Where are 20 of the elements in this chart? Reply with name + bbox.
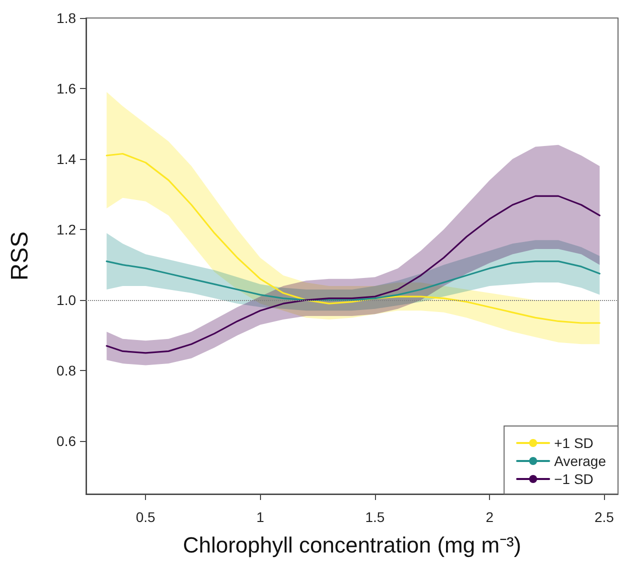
line-series [106, 195, 600, 354]
legend-label: Average [554, 453, 606, 469]
y-tick-label: 1.4 [56, 151, 76, 168]
y-tick-label: 1.8 [56, 10, 76, 26]
x-axis-title: Chlorophyll concentration (mg m⁻³) [182, 532, 522, 558]
y-tick-label: 0.8 [56, 362, 76, 379]
x-tick-label: 2.5 [594, 509, 614, 525]
line-series [106, 152, 600, 324]
y-tick-label: 0.6 [56, 433, 76, 450]
y-tick-label: 1.6 [56, 80, 76, 97]
y-axis-title: RSS [6, 231, 34, 281]
x-tick-label: 0.5 [136, 509, 156, 525]
y-tick-label: 1.0 [56, 292, 76, 308]
y-tick-label: 1.2 [56, 222, 76, 238]
legend-label: −1 SD [554, 471, 594, 487]
legend-label: +1 SD [554, 435, 594, 451]
x-tick-label: 2 [486, 509, 494, 525]
x-tick-label: 1.5 [365, 509, 385, 525]
line-series [106, 260, 600, 301]
x-tick-label: 1 [256, 509, 264, 525]
